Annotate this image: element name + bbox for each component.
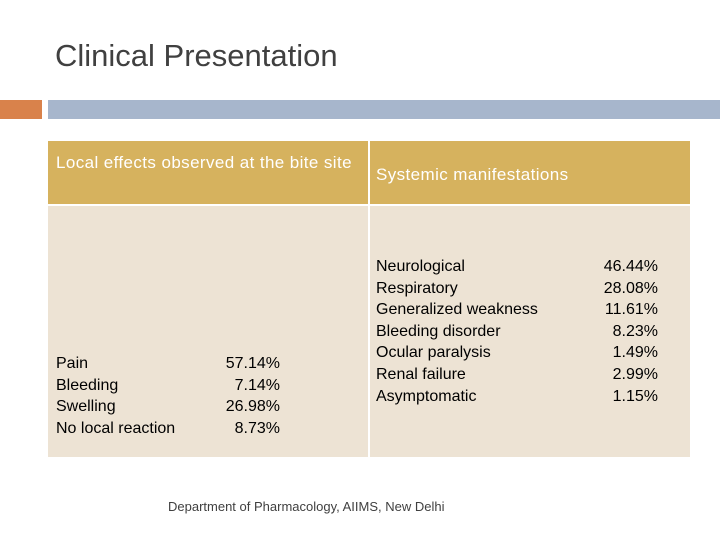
accent-bar-blue xyxy=(48,100,720,119)
header-systemic-text: Systemic manifestations xyxy=(376,165,569,184)
list-item: 7.14% xyxy=(234,376,280,394)
list-item: Swelling xyxy=(56,398,116,416)
slide-footer: Department of Pharmacology, AIIMS, New D… xyxy=(168,499,445,514)
list-item: Pain xyxy=(56,355,89,372)
local-effects-values: 57.14% 7.14% 26.98% 8.73% xyxy=(208,353,280,439)
list-item: Asymptomatic xyxy=(376,387,477,405)
list-item: Neurological xyxy=(376,258,465,275)
list-item: 8.23% xyxy=(612,322,658,340)
local-effects-labels: Pain Bleeding Swelling No local reaction xyxy=(56,353,175,439)
list-item: Bleeding xyxy=(56,376,119,394)
header-systemic: Systemic manifestations xyxy=(370,141,690,204)
list-item: Renal failure xyxy=(376,365,466,383)
systemic-values: 46.44% 28.08% 11.61% 8.23% 1.49% 2.99% 1… xyxy=(580,256,658,407)
list-item: 28.08% xyxy=(603,279,658,297)
systemic-labels: Neurological Respiratory Generalized wea… xyxy=(376,256,538,407)
list-item: Ocular paralysis xyxy=(376,344,491,362)
list-item: Generalized weakness xyxy=(376,301,538,319)
header-local-effects-text: Local effects observed at the bite site xyxy=(56,153,352,172)
systemic-cell: Neurological Respiratory Generalized wea… xyxy=(370,206,690,457)
list-item: 57.14% xyxy=(225,355,280,372)
slide-title: Clinical Presentation xyxy=(55,38,338,73)
list-item: 1.49% xyxy=(612,344,658,362)
list-item: 1.15% xyxy=(612,387,658,405)
list-item: 2.99% xyxy=(612,365,658,383)
list-item: 8.73% xyxy=(234,419,280,437)
presentation-table: Local effects observed at the bite site … xyxy=(48,141,690,457)
list-item: 26.98% xyxy=(225,398,280,416)
header-local-effects: Local effects observed at the bite site xyxy=(48,141,368,204)
list-item: 46.44% xyxy=(603,258,658,275)
list-item: Respiratory xyxy=(376,279,458,297)
local-effects-cell: Pain Bleeding Swelling No local reaction… xyxy=(48,206,368,457)
list-item: Bleeding disorder xyxy=(376,322,501,340)
accent-bar-orange xyxy=(0,100,42,119)
list-item: 11.61% xyxy=(604,301,658,319)
list-item: No local reaction xyxy=(56,419,176,437)
